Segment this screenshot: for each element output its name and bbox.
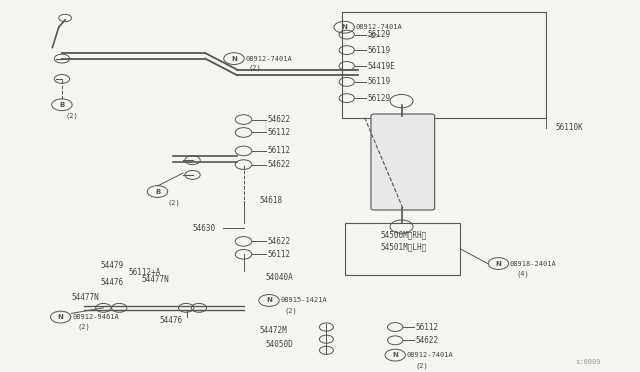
FancyBboxPatch shape [371, 114, 435, 210]
Text: s:0009: s:0009 [575, 359, 600, 365]
Text: 56112: 56112 [415, 323, 438, 331]
Text: 54630: 54630 [193, 224, 216, 233]
Text: <2>: <2> [368, 33, 381, 39]
Text: 56112: 56112 [267, 250, 290, 259]
Text: 08912-9461A: 08912-9461A [73, 314, 120, 320]
Text: (2): (2) [415, 363, 428, 369]
Text: 54419E: 54419E [367, 61, 395, 71]
Text: 56129: 56129 [367, 30, 390, 39]
Text: 56119: 56119 [367, 77, 390, 86]
Text: 56112: 56112 [267, 128, 290, 137]
Text: N: N [266, 298, 272, 304]
Bar [342, 13, 546, 118]
Text: 54472M: 54472M [259, 326, 287, 335]
Text: 54479: 54479 [100, 261, 124, 270]
Text: 08918-2401A: 08918-2401A [510, 260, 557, 266]
Text: 54501M〈LH〉: 54501M〈LH〉 [381, 243, 427, 251]
Text: 56119: 56119 [367, 46, 390, 55]
Text: (2): (2) [78, 324, 91, 330]
Text: 08912-7401A: 08912-7401A [406, 352, 453, 358]
Text: 56112+A: 56112+A [129, 268, 161, 277]
Text: B: B [155, 189, 160, 195]
Text: 56129: 56129 [367, 94, 390, 103]
Text: 54050D: 54050D [266, 340, 294, 349]
Text: 54622: 54622 [415, 336, 438, 345]
Text: 54622: 54622 [267, 115, 290, 124]
Text: 08912-7401A: 08912-7401A [246, 56, 292, 62]
Text: N: N [231, 56, 237, 62]
Text: (2): (2) [248, 65, 261, 71]
Text: 54618: 54618 [259, 196, 283, 205]
Text: N: N [58, 314, 63, 320]
Text: N: N [392, 352, 398, 358]
Text: 54500M〈RH〉: 54500M〈RH〉 [381, 230, 427, 239]
Text: 54477N: 54477N [72, 293, 99, 302]
Text: (2): (2) [167, 199, 180, 206]
Text: 56112: 56112 [267, 147, 290, 155]
Text: 08915-1421A: 08915-1421A [280, 298, 327, 304]
Text: 08912-7401A: 08912-7401A [356, 24, 403, 30]
Text: N: N [341, 24, 347, 30]
Text: 54477N: 54477N [141, 275, 170, 283]
Text: 54476: 54476 [100, 278, 124, 287]
Text: (2): (2) [285, 308, 298, 314]
Text: 54622: 54622 [267, 237, 290, 246]
Text: 54040A: 54040A [266, 273, 294, 282]
Text: B: B [60, 102, 65, 108]
Text: (2): (2) [65, 113, 78, 119]
Text: 54622: 54622 [267, 160, 290, 169]
Text: N: N [495, 260, 501, 266]
Text: (4): (4) [516, 270, 529, 277]
Text: 54476: 54476 [159, 316, 182, 325]
Text: 56110K: 56110K [556, 123, 584, 132]
